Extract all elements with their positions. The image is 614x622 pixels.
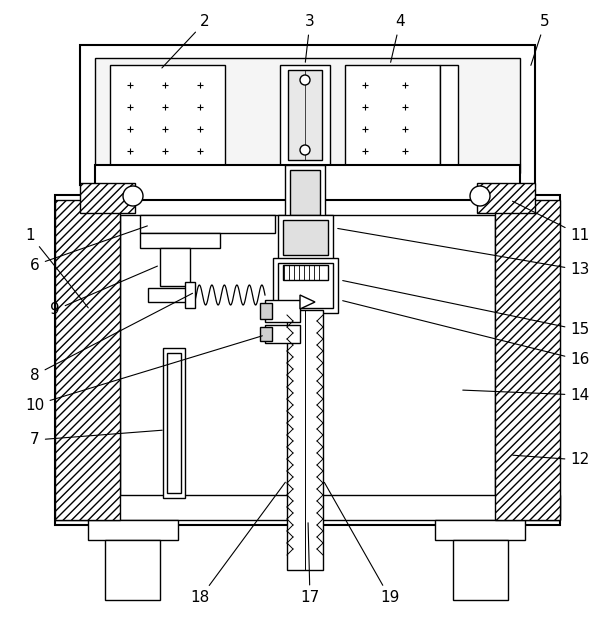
Bar [163, 348, 185, 498]
Text: 4: 4 [391, 14, 405, 62]
Bar [167, 353, 181, 493]
Bar [477, 183, 535, 213]
Text: 11: 11 [513, 202, 589, 243]
Circle shape [300, 145, 310, 155]
Text: 7: 7 [30, 430, 162, 447]
Bar [345, 65, 440, 165]
Bar [288, 70, 322, 160]
Bar [95, 165, 520, 200]
Circle shape [123, 186, 143, 206]
Circle shape [300, 75, 310, 85]
Bar [290, 170, 320, 215]
Text: 1: 1 [25, 228, 88, 308]
Circle shape [470, 186, 490, 206]
Text: 2: 2 [162, 14, 210, 68]
Bar [283, 265, 328, 280]
Bar [260, 327, 272, 341]
Bar [105, 540, 160, 600]
Bar [265, 300, 300, 322]
Bar [283, 220, 328, 255]
Text: 8: 8 [30, 294, 193, 383]
Text: 19: 19 [324, 483, 400, 605]
Bar [435, 520, 525, 540]
Bar [285, 165, 325, 220]
Bar [80, 45, 535, 185]
Text: 6: 6 [30, 226, 147, 272]
Bar [440, 65, 458, 165]
Bar [55, 200, 120, 520]
Bar [88, 520, 178, 540]
Bar [160, 248, 190, 286]
Text: 10: 10 [25, 336, 262, 412]
Bar [278, 263, 333, 308]
Bar [185, 282, 195, 308]
Bar [287, 310, 323, 570]
Bar [140, 215, 275, 233]
Bar [260, 303, 272, 319]
Bar [95, 58, 520, 173]
Text: 5: 5 [531, 14, 550, 65]
Polygon shape [300, 295, 315, 309]
Bar [120, 215, 495, 505]
Text: 15: 15 [343, 281, 589, 338]
Bar [55, 495, 560, 520]
Bar [278, 215, 333, 260]
Text: 14: 14 [463, 388, 589, 402]
Bar [148, 288, 188, 302]
Text: 9: 9 [50, 266, 157, 317]
Bar [273, 258, 338, 313]
Bar [140, 233, 220, 248]
Bar [55, 195, 560, 525]
Bar [280, 65, 330, 165]
Bar [265, 325, 300, 343]
Bar [110, 65, 225, 165]
Text: 16: 16 [343, 300, 589, 368]
Text: 17: 17 [300, 522, 320, 605]
Text: 12: 12 [513, 452, 589, 468]
Bar [453, 540, 508, 600]
Bar [495, 200, 560, 520]
Text: 3: 3 [305, 14, 315, 62]
Bar [80, 183, 135, 213]
Text: 13: 13 [338, 228, 589, 277]
Text: 18: 18 [190, 482, 286, 605]
